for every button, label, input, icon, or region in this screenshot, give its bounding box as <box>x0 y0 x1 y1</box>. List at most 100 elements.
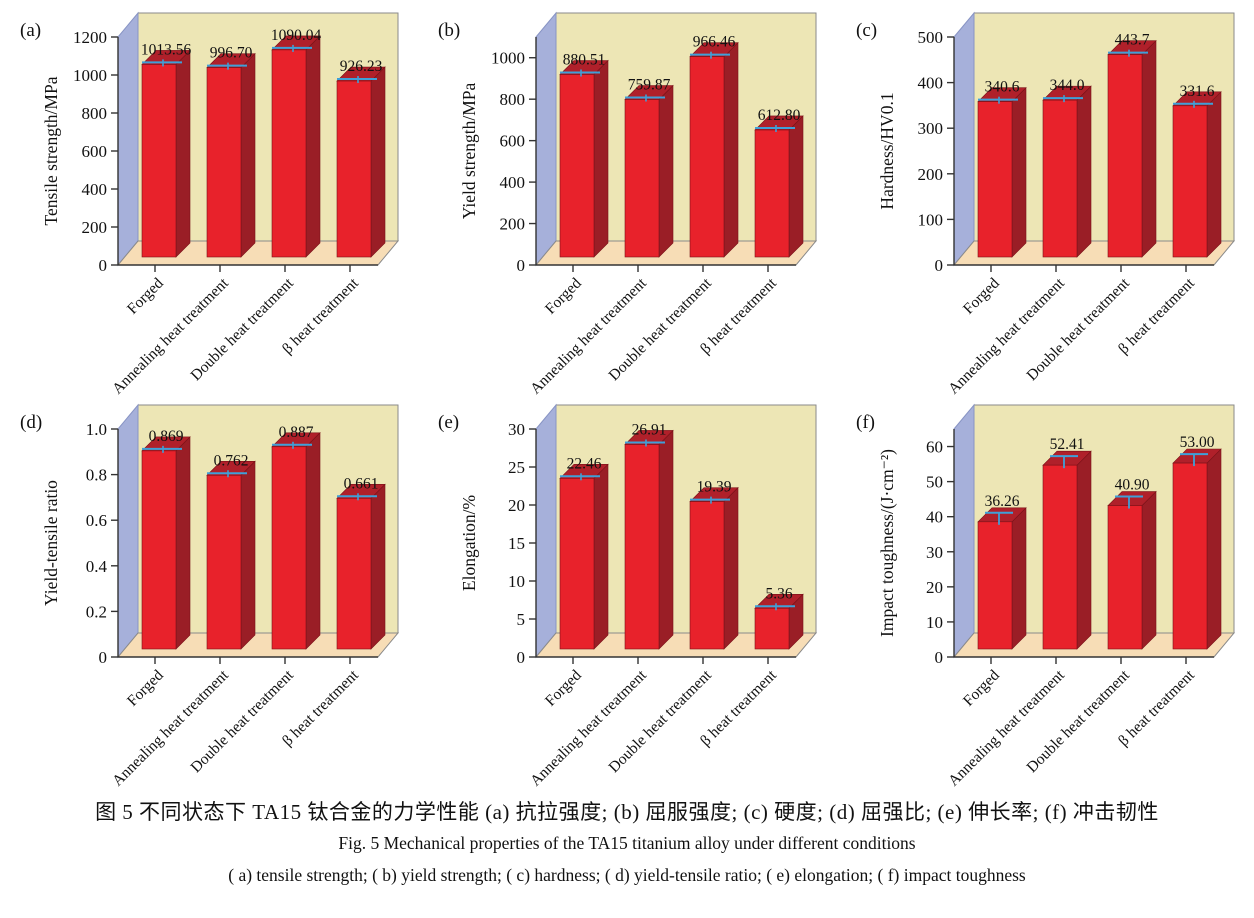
bar-group: 340.6 <box>977 79 1027 258</box>
bar-front-face <box>206 474 242 650</box>
bar-value-label: 53.00 <box>1180 434 1215 451</box>
chart-f: 0 10 20 30 40 50 60 36.26 Forged 52.41 Annealing h… <box>836 392 1254 790</box>
bar-side-face <box>1141 39 1157 258</box>
bar-group: 926.23 <box>336 58 386 258</box>
y-tick-label: 600 <box>82 142 108 161</box>
y-axis: 0 0.2 0.4 0.6 0.8 1.0 <box>86 420 378 667</box>
bar-side-face <box>658 84 674 258</box>
bar-front-face <box>1042 464 1078 650</box>
bar-front-face <box>141 450 177 650</box>
bar-side-face <box>240 460 256 650</box>
y-tick-label: 0.2 <box>86 602 107 621</box>
bar-side-face <box>658 429 674 650</box>
y-tick-label: 1200 <box>73 28 107 47</box>
figure-caption: 图 5 不同状态下 TA15 钛合金的力学性能 (a) 抗拉强度; (b) 屈服… <box>0 796 1254 886</box>
y-tick-label: 800 <box>82 104 108 123</box>
bar-value-label: 1013.56 <box>141 41 192 58</box>
bar-side-face <box>175 436 191 650</box>
caption-english-title: Fig. 5 Mechanical properties of the TA15… <box>338 833 916 853</box>
bar-group: 880.51 <box>559 51 609 258</box>
bar-group: 22.46 <box>559 455 609 650</box>
caption-english-sub: ( a) tensile strength; ( b) yield streng… <box>228 865 1026 885</box>
bar-value-label: 0.661 <box>344 475 379 492</box>
y-tick-label: 500 <box>918 28 944 47</box>
bar-side-face <box>593 463 609 650</box>
bar-group: 0.887 <box>271 424 321 650</box>
bar-value-label: 0.887 <box>279 424 314 441</box>
y-tick-label: 0 <box>517 256 526 275</box>
y-axis: 0 5 10 15 20 25 30 <box>508 420 796 667</box>
bar-front-face <box>1107 54 1143 258</box>
bar-value-label: 19.39 <box>697 479 732 496</box>
category-label: Forged <box>960 667 1003 710</box>
bar-value-label: 344.0 <box>1050 77 1085 94</box>
y-tick-label: 100 <box>918 210 944 229</box>
y-tick-label: 20 <box>508 496 525 515</box>
left-wall <box>953 11 975 267</box>
bar-side-face <box>723 41 739 258</box>
chart-svg-b: 0 200 400 600 800 1000 880.51 Forged 759.87 Annea… <box>438 11 818 398</box>
y-tick-label: 800 <box>500 90 526 109</box>
y-tick-label: 0 <box>517 648 526 667</box>
y-axis-title: Elongation/% <box>459 495 479 591</box>
bar-front-face <box>336 497 372 650</box>
bar-value-label: 612.80 <box>758 107 801 124</box>
y-tick-label: 400 <box>82 180 108 199</box>
bar-front-face <box>977 101 1013 258</box>
y-tick-label: 0 <box>935 648 944 667</box>
category-label: Annealing heat treatment <box>527 666 650 789</box>
bar-group: 759.87 <box>624 76 674 258</box>
category-label: Forged <box>542 275 585 318</box>
y-tick-label: 300 <box>918 119 944 138</box>
bar-side-face <box>305 432 321 650</box>
bar-group: 996.70 <box>206 45 256 258</box>
bar-side-face <box>175 49 191 258</box>
bar-front-face <box>206 67 242 258</box>
left-wall <box>535 403 557 659</box>
bar-front-face <box>624 99 660 258</box>
y-axis: 0 100 200 300 400 500 <box>918 28 1214 275</box>
category-label: Annealing heat treatment <box>527 274 650 397</box>
y-tick-label: 40 <box>926 508 943 527</box>
chart-c: 0 100 200 300 400 500 340.6 Forged 344.0 Annealin… <box>836 0 1254 398</box>
bar-value-label: 52.41 <box>1050 436 1085 453</box>
bar-front-face <box>624 444 660 650</box>
panel-label: (c) <box>856 20 877 41</box>
category-label: Annealing heat treatment <box>109 666 232 789</box>
bar-side-face <box>1076 450 1092 650</box>
bar-group: 344.0 <box>1042 77 1092 258</box>
y-tick-label: 400 <box>918 74 944 93</box>
bar-side-face <box>1011 507 1027 650</box>
bar-group: 331.6 <box>1172 83 1222 258</box>
chart-a: 0 200 400 600 800 1000 1200 1013.56 Forged 996.70… <box>0 0 418 398</box>
category-label: Annealing heat treatment <box>945 274 1068 397</box>
category-label: Annealing heat treatment <box>109 274 232 397</box>
chart-svg-a: 0 200 400 600 800 1000 1200 1013.56 Forged 996.70… <box>20 11 400 398</box>
bar-front-face <box>689 501 725 650</box>
category-label: Forged <box>960 275 1003 318</box>
bar-group: 1090.04 <box>271 27 321 258</box>
chart-svg-c: 0 100 200 300 400 500 340.6 Forged 344.0 Annealin… <box>856 11 1236 398</box>
bar-value-label: 759.87 <box>628 76 671 93</box>
bar-front-face <box>271 446 307 650</box>
bar-front-face <box>1042 99 1078 258</box>
bar-side-face <box>593 59 609 258</box>
y-axis-title: Yield-tensile ratio <box>41 480 61 606</box>
y-tick-label: 10 <box>926 613 943 632</box>
bar-side-face <box>370 66 386 258</box>
bar-value-label: 22.46 <box>567 455 602 472</box>
y-axis-title: Impact toughness/(J·cm⁻²) <box>877 449 897 637</box>
bar-front-face <box>559 74 595 258</box>
chart-d: 0 0.2 0.4 0.6 0.8 1.0 0.869 Forged 0.762 Annealin… <box>0 392 418 790</box>
y-tick-label: 600 <box>500 132 526 151</box>
bar-value-label: 340.6 <box>985 79 1020 96</box>
bar-side-face <box>370 483 386 650</box>
left-wall <box>953 403 975 659</box>
y-tick-label: 15 <box>508 534 525 553</box>
y-axis: 0 200 400 600 800 1000 <box>491 37 796 275</box>
category-label: Annealing heat treatment <box>945 666 1068 789</box>
bar-group: 1013.56 <box>141 41 192 258</box>
panel-label: (d) <box>20 412 42 433</box>
bar-value-label: 5.36 <box>765 585 792 602</box>
